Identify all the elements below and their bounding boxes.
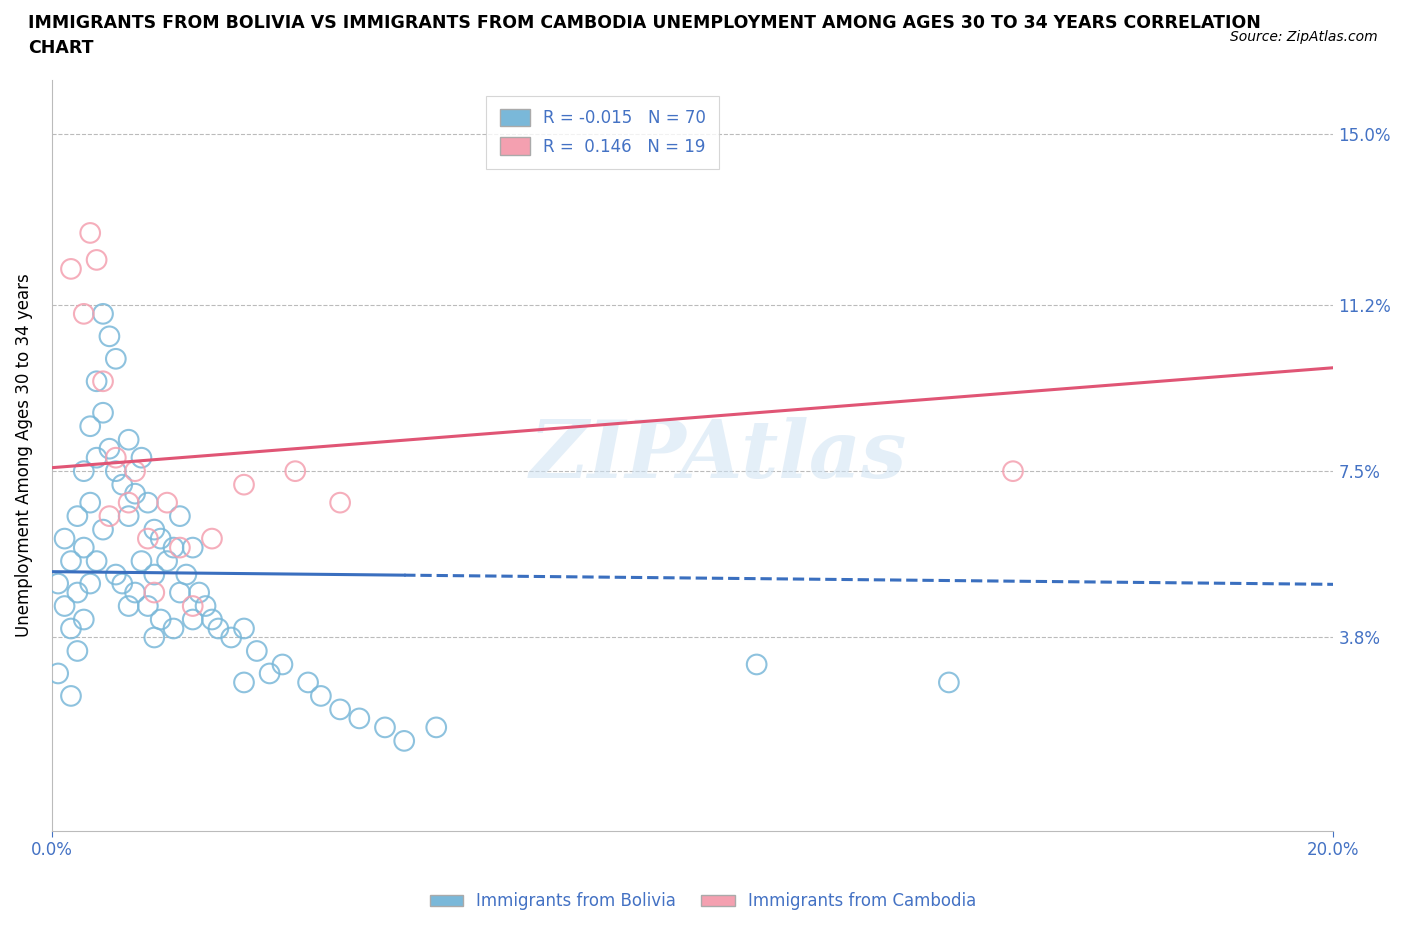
Point: [66, 644, 89, 658]
Point: [117, 432, 139, 447]
Point: [233, 477, 256, 492]
Point: [156, 495, 179, 510]
Point: [745, 657, 768, 671]
Point: [79, 495, 101, 510]
Point: [136, 531, 159, 546]
Point: [66, 509, 89, 524]
Point: [91, 522, 114, 537]
Point: [349, 711, 371, 725]
Point: [149, 612, 172, 627]
Point: [143, 585, 166, 600]
Point: [53, 599, 76, 614]
Point: [284, 464, 307, 479]
Point: [131, 450, 153, 465]
Point: [91, 306, 114, 321]
Point: [201, 531, 224, 546]
Legend: R = -0.015   N = 70, R =  0.146   N = 19: R = -0.015 N = 70, R = 0.146 N = 19: [486, 96, 720, 169]
Point: [111, 477, 134, 492]
Point: [176, 567, 198, 582]
Point: [169, 585, 191, 600]
Point: [143, 630, 166, 644]
Point: [59, 621, 82, 636]
Point: [104, 567, 127, 582]
Point: [98, 329, 121, 344]
Point: [59, 688, 82, 703]
Point: [86, 374, 108, 389]
Point: [79, 418, 101, 433]
Point: [73, 540, 96, 555]
Point: [104, 352, 127, 366]
Point: [86, 252, 108, 267]
Point: [124, 464, 146, 479]
Point: [181, 540, 204, 555]
Text: IMMIGRANTS FROM BOLIVIA VS IMMIGRANTS FROM CAMBODIA UNEMPLOYMENT AMONG AGES 30 T: IMMIGRANTS FROM BOLIVIA VS IMMIGRANTS FR…: [28, 14, 1261, 32]
Point: [297, 675, 319, 690]
Point: [86, 450, 108, 465]
Point: [136, 599, 159, 614]
Legend: Immigrants from Bolivia, Immigrants from Cambodia: Immigrants from Bolivia, Immigrants from…: [423, 885, 983, 917]
Point: [79, 576, 101, 591]
Point: [143, 567, 166, 582]
Point: [104, 450, 127, 465]
Point: [162, 540, 184, 555]
Point: [117, 599, 139, 614]
Point: [233, 621, 256, 636]
Point: [104, 464, 127, 479]
Point: [169, 509, 191, 524]
Point: [131, 553, 153, 568]
Point: [66, 585, 89, 600]
Point: [59, 261, 82, 276]
Point: [117, 509, 139, 524]
Point: [219, 630, 242, 644]
Text: Source: ZipAtlas.com: Source: ZipAtlas.com: [1230, 30, 1378, 44]
Point: [111, 576, 134, 591]
Text: CHART: CHART: [28, 39, 94, 57]
Point: [156, 553, 179, 568]
Point: [124, 585, 146, 600]
Point: [309, 688, 332, 703]
Point: [91, 374, 114, 389]
Point: [46, 576, 69, 591]
Text: ZIPAtlas: ZIPAtlas: [530, 417, 907, 494]
Point: [91, 405, 114, 420]
Point: [98, 509, 121, 524]
Y-axis label: Unemployment Among Ages 30 to 34 years: Unemployment Among Ages 30 to 34 years: [15, 273, 32, 637]
Point: [201, 612, 224, 627]
Point: [181, 612, 204, 627]
Point: [271, 657, 294, 671]
Point: [73, 612, 96, 627]
Point: [143, 522, 166, 537]
Point: [73, 464, 96, 479]
Point: [188, 585, 211, 600]
Point: [117, 495, 139, 510]
Point: [194, 599, 217, 614]
Point: [79, 225, 101, 240]
Point: [86, 553, 108, 568]
Point: [1001, 464, 1024, 479]
Point: [259, 666, 281, 681]
Point: [162, 621, 184, 636]
Point: [233, 675, 256, 690]
Point: [169, 540, 191, 555]
Point: [246, 644, 269, 658]
Point: [73, 306, 96, 321]
Point: [124, 486, 146, 501]
Point: [136, 495, 159, 510]
Point: [207, 621, 229, 636]
Point: [425, 720, 447, 735]
Point: [149, 531, 172, 546]
Point: [181, 599, 204, 614]
Point: [938, 675, 960, 690]
Point: [329, 495, 352, 510]
Point: [46, 666, 69, 681]
Point: [374, 720, 396, 735]
Point: [392, 734, 415, 749]
Point: [59, 553, 82, 568]
Point: [98, 441, 121, 456]
Point: [329, 702, 352, 717]
Point: [53, 531, 76, 546]
